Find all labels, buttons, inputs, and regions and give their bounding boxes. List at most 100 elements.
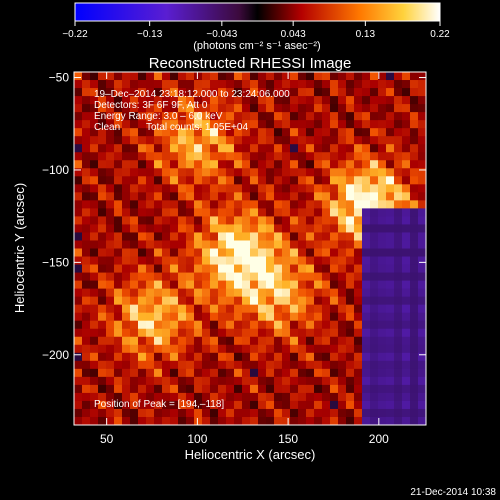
heatmap-cell <box>226 352 235 362</box>
heatmap-cell <box>202 256 211 266</box>
heatmap-cell <box>114 296 123 306</box>
heatmap-cell <box>274 208 283 218</box>
heatmap-cell <box>250 384 259 394</box>
heatmap-cell <box>242 208 251 218</box>
heatmap-cell <box>170 160 179 169</box>
heatmap-cell <box>242 104 251 113</box>
heatmap-cell <box>338 264 347 274</box>
heatmap-cell <box>330 408 339 418</box>
heatmap-cell <box>146 112 155 121</box>
heatmap-cell <box>138 200 147 209</box>
heatmap-cell <box>362 408 371 418</box>
heatmap-cell <box>402 240 411 250</box>
heatmap-cell <box>354 392 363 402</box>
heatmap-cell <box>290 336 299 346</box>
heatmap-cell <box>122 232 131 242</box>
heatmap-cell <box>274 168 283 177</box>
heatmap-cell <box>282 296 291 306</box>
heatmap-cell <box>202 360 211 370</box>
heatmap-cell <box>338 184 347 193</box>
heatmap-cell <box>354 264 363 274</box>
heatmap-cell <box>130 408 139 418</box>
heatmap-cell <box>282 312 291 322</box>
heatmap-cell <box>418 384 426 394</box>
heatmap-cell <box>370 288 379 298</box>
heatmap-cell <box>210 264 219 274</box>
annotation-time-range: 19–Dec–2014 23:18:12.000 to 23:24:06.000 <box>94 89 290 100</box>
heatmap-cell <box>402 104 411 113</box>
heatmap-cell <box>146 312 155 322</box>
heatmap-cell <box>298 208 307 218</box>
heatmap-cell <box>170 144 179 153</box>
heatmap-cell <box>386 416 395 425</box>
heatmap-cell <box>258 360 267 370</box>
heatmap-cell <box>98 376 107 386</box>
heatmap-cell <box>410 344 419 354</box>
heatmap-cell <box>146 96 155 105</box>
heatmap-cell <box>130 352 139 362</box>
heatmap-cell <box>386 232 395 242</box>
heatmap-cell <box>194 80 203 89</box>
heatmap-cell <box>170 72 179 81</box>
heatmap-cell <box>378 184 387 193</box>
heatmap-cell <box>354 320 363 330</box>
heatmap-cell <box>226 104 235 113</box>
heatmap-cell <box>274 256 283 266</box>
heatmap-cell <box>250 80 259 89</box>
heatmap-cell <box>282 72 291 81</box>
heatmap-cell <box>82 112 91 121</box>
heatmap-cell <box>130 128 139 137</box>
heatmap-cell <box>290 264 299 274</box>
heatmap-cell <box>306 96 315 105</box>
heatmap-cell <box>354 232 363 242</box>
heatmap-cell <box>306 224 315 234</box>
heatmap-cell <box>202 72 211 81</box>
heatmap-cell <box>226 208 235 218</box>
heatmap-cell <box>418 352 426 362</box>
heatmap-cell <box>266 104 275 113</box>
heatmap-cell <box>170 328 179 338</box>
heatmap-cell <box>74 368 83 378</box>
heatmap-cell <box>194 72 203 81</box>
heatmap-cell <box>194 296 203 306</box>
heatmap-cell <box>298 384 307 394</box>
heatmap-cell <box>330 208 339 218</box>
heatmap-image <box>74 72 426 425</box>
heatmap-cell <box>402 328 411 338</box>
heatmap-cell <box>74 272 83 282</box>
heatmap-cell <box>410 240 419 250</box>
heatmap-cell <box>130 272 139 282</box>
heatmap-cell <box>418 312 426 322</box>
heatmap-cell <box>418 240 426 250</box>
y-tick-label: −100 <box>42 163 69 177</box>
heatmap-cell <box>322 320 331 330</box>
heatmap-cell <box>186 312 195 322</box>
heatmap-cell <box>322 192 331 201</box>
heatmap-cell <box>410 232 419 242</box>
heatmap-cell <box>378 168 387 177</box>
heatmap-cell <box>266 408 275 418</box>
heatmap-cell <box>226 344 235 354</box>
heatmap-cell <box>154 216 163 226</box>
x-axis-label: Heliocentric X (arcsec) <box>185 447 316 462</box>
heatmap-cell <box>290 392 299 402</box>
heatmap-cell <box>394 120 403 129</box>
heatmap-cell <box>178 192 187 201</box>
heatmap-cell <box>122 216 131 226</box>
heatmap-cell <box>410 416 419 425</box>
heatmap-cell <box>186 152 195 161</box>
heatmap-cell <box>346 128 355 137</box>
heatmap-cell <box>138 192 147 201</box>
heatmap-cell <box>250 200 259 209</box>
heatmap-cell <box>386 336 395 346</box>
heatmap-cell <box>306 152 315 161</box>
heatmap-cell <box>402 288 411 298</box>
heatmap-cell <box>266 144 275 153</box>
heatmap-cell <box>170 96 179 105</box>
heatmap-cell <box>322 336 331 346</box>
heatmap-cell <box>130 96 139 105</box>
heatmap-cell <box>194 392 203 402</box>
heatmap-cell <box>418 160 426 169</box>
heatmap-cell <box>82 272 91 282</box>
heatmap-cell <box>354 184 363 193</box>
